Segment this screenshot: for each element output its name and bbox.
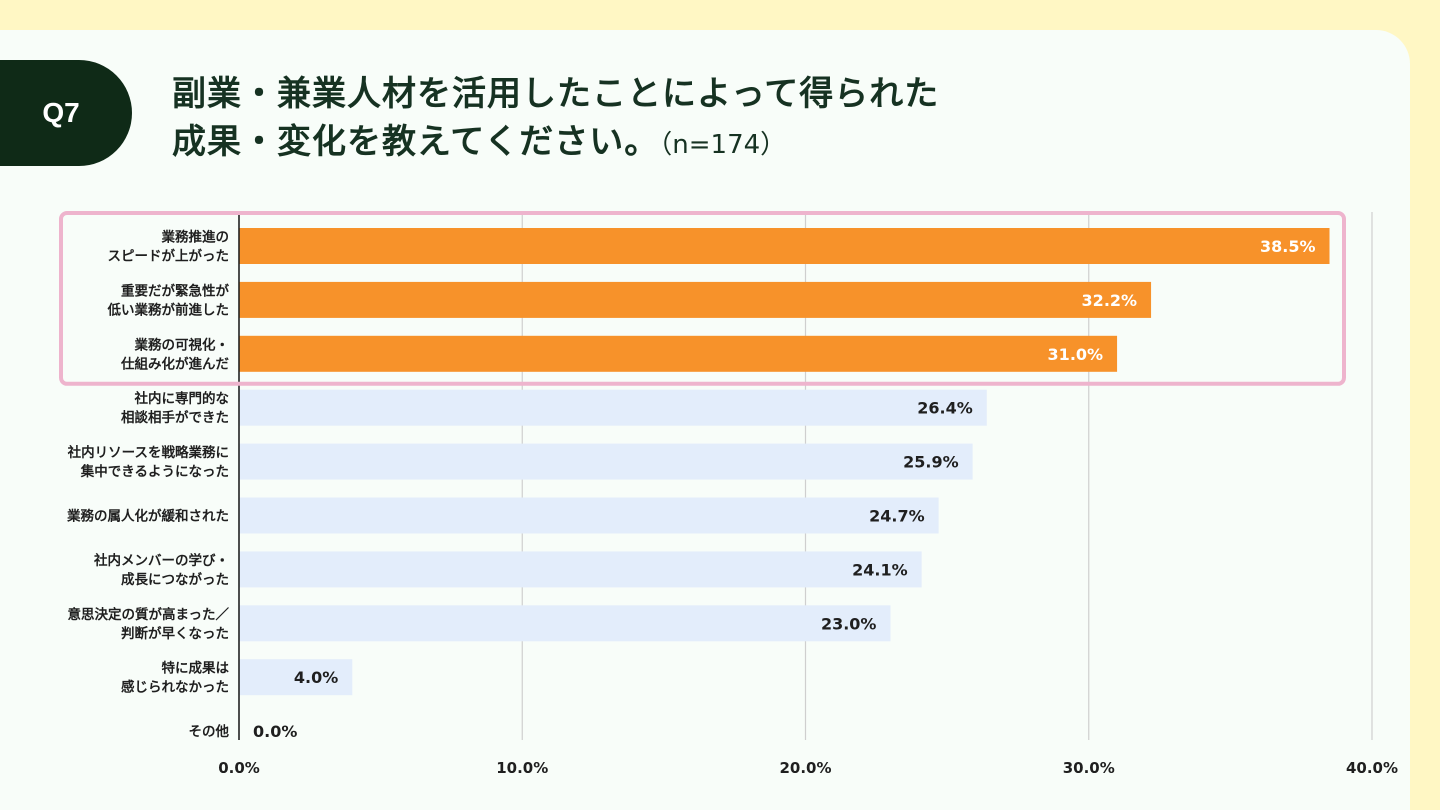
x-tick-label: 0.0%	[218, 759, 260, 777]
bar	[239, 497, 939, 534]
category-label: 業務の属人化が緩和された	[66, 508, 229, 525]
category-label: 社内に専門的な	[134, 390, 230, 407]
category-label: 相談相手ができた	[121, 409, 229, 426]
category-label: 業務の可視化・	[134, 336, 230, 353]
title-line-2: 成果・変化を教えてください。（n=174）	[172, 118, 939, 169]
bar	[239, 335, 1118, 372]
sample-size: （n=174）	[659, 130, 787, 160]
data-label: 32.2%	[1082, 291, 1138, 310]
category-label: 社内メンバーの学び・	[93, 552, 229, 569]
category-label: 低い業務が前進した	[107, 301, 230, 318]
data-label: 4.0%	[294, 668, 338, 687]
title-line-1: 副業・兼業人材を活用したことによって得られた	[172, 74, 940, 114]
data-label: 24.1%	[852, 560, 908, 579]
data-label: 24.7%	[869, 507, 925, 526]
x-tick-label: 10.0%	[496, 759, 548, 777]
question-number: Q7	[42, 97, 80, 128]
category-label: 業務推進の	[161, 229, 230, 246]
bar	[239, 281, 1152, 318]
category-label: 社内リソースを戦略業務に	[67, 444, 229, 461]
data-label: 31.0%	[1048, 345, 1104, 364]
x-tick-label: 40.0%	[1346, 759, 1398, 777]
category-label: 成長につながった	[121, 571, 229, 588]
data-label: 25.9%	[903, 453, 959, 472]
category-label: スピードが上がった	[108, 248, 230, 265]
title-line-2-text: 成果・変化を教えてください。	[172, 122, 660, 162]
question-badge: Q7	[0, 60, 132, 166]
bar	[239, 389, 987, 426]
bar	[239, 605, 891, 642]
category-label: 重要だが緊急性が	[121, 282, 229, 299]
category-label: その他	[189, 723, 230, 740]
data-label: 0.0%	[253, 722, 297, 741]
x-tick-label: 30.0%	[1063, 759, 1115, 777]
category-label: 特に成果は	[162, 660, 230, 677]
bar	[239, 551, 922, 588]
data-label: 38.5%	[1260, 237, 1316, 256]
data-label: 26.4%	[917, 399, 973, 418]
highlight-box	[59, 211, 1346, 386]
x-tick-label: 20.0%	[779, 759, 831, 777]
bar	[239, 228, 1330, 264]
bar	[239, 659, 353, 696]
bar	[239, 443, 973, 480]
category-label: 判断が早くなった	[121, 625, 229, 642]
category-label: 意思決定の質が高まった／	[68, 606, 230, 623]
data-label: 23.0%	[821, 614, 877, 633]
category-label: 集中できるようになった	[80, 463, 229, 480]
category-label: 感じられなかった	[121, 679, 229, 696]
category-label: 仕組み化が進んだ	[120, 355, 229, 372]
question-title: 副業・兼業人材を活用したことによって得られた 成果・変化を教えてください。（n=…	[172, 70, 939, 169]
